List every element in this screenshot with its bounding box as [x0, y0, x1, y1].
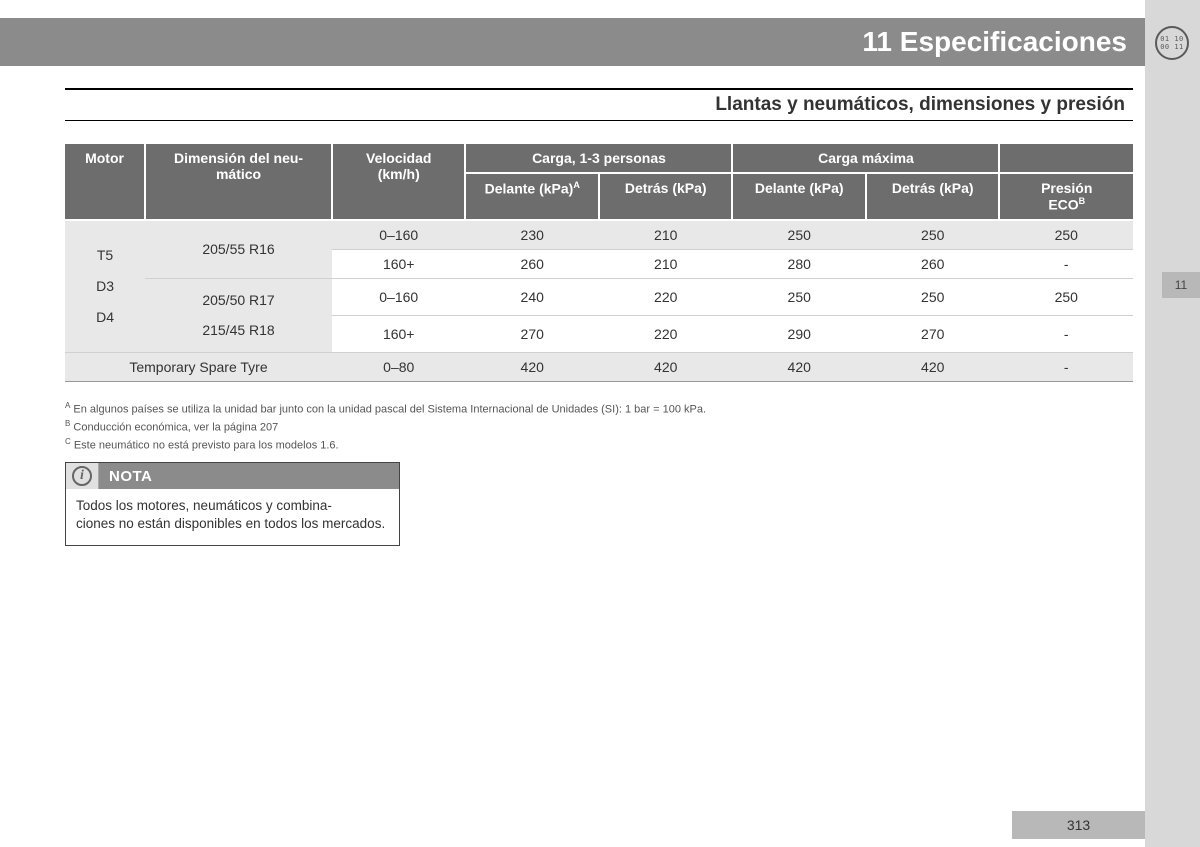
motor-d4: D4 [69, 302, 141, 333]
th-velocidad: Velocidad (km/h) [332, 144, 466, 220]
chapter-header-bar: 11 Especificaciones [0, 18, 1145, 66]
footnotes: A En algunos países se utiliza la unidad… [65, 400, 1133, 454]
section-subtitle: Llantas y neumáticos, dimensiones y pres… [65, 88, 1133, 121]
cell: 280 [732, 249, 866, 278]
chapter-title: 11 Especificaciones [862, 26, 1127, 58]
motor-t5: T5 [69, 240, 141, 271]
th-cargamax: Carga máxima [732, 144, 999, 173]
th-presion-eco: Presión ECOB [999, 173, 1133, 220]
footnote-a: A En algunos países se utiliza la unidad… [65, 400, 1133, 418]
page-number-bar: 313 [1012, 811, 1145, 839]
right-margin-strip [1145, 0, 1200, 847]
footnote-c: C Este neumático no está previsto para l… [65, 436, 1133, 454]
cell: - [999, 249, 1133, 278]
th-motor: Motor [65, 144, 145, 220]
cell-vel: 0–160 [332, 278, 466, 315]
th-delante2: Delante (kPa) [732, 173, 866, 220]
th-blank [999, 144, 1133, 173]
table-row: 205/50 R17 215/45 R18 0–160 240 220 250 … [65, 278, 1133, 315]
binary-badge-icon: 01 10 00 11 [1155, 26, 1189, 60]
dim-3: 215/45 R18 [149, 315, 328, 346]
cell: 420 [866, 353, 1000, 382]
cell: 270 [465, 315, 599, 352]
cell: 250 [999, 220, 1133, 250]
th-detras2: Detrás (kPa) [866, 173, 1000, 220]
cell-vel: 0–80 [332, 353, 466, 382]
cell: 260 [866, 249, 1000, 278]
th-delante-a: Delante (kPa)A [465, 173, 599, 220]
side-chapter-tab: 11 [1162, 272, 1200, 298]
nota-header: i NOTA [66, 463, 399, 489]
th-carga13: Carga, 1-3 personas [465, 144, 732, 173]
info-icon-circle: i [72, 466, 92, 486]
cell: 250 [866, 278, 1000, 315]
tire-pressure-table: Motor Dimensión del neu- mático Velocida… [65, 144, 1133, 382]
cell-vel: 0–160 [332, 220, 466, 250]
cell: 230 [465, 220, 599, 250]
cell: - [999, 353, 1133, 382]
cell-vel: 160+ [332, 249, 466, 278]
th-dimension: Dimensión del neu- mático [145, 144, 332, 220]
binary-row-1: 01 10 [1160, 35, 1184, 43]
cell: 420 [599, 353, 733, 382]
cell: 250 [732, 278, 866, 315]
nota-callout: i NOTA Todos los motores, neumáticos y c… [65, 462, 400, 546]
cell: 290 [732, 315, 866, 352]
motor-cell: T5 D3 D4 [65, 220, 145, 353]
cell: 250 [999, 278, 1133, 315]
cell: 210 [599, 220, 733, 250]
cell: 210 [599, 249, 733, 278]
subtitle-text: Llantas y neumáticos, dimensiones y pres… [715, 94, 1125, 115]
table-row: T5 D3 D4 205/55 R16 0–160 230 210 250 25… [65, 220, 1133, 250]
cell: 420 [732, 353, 866, 382]
footnote-b: B Conducción económica, ver la página 20… [65, 418, 1133, 436]
dim-2: 205/50 R17 [149, 285, 328, 316]
nota-body: Todos los motores, neumáticos y combina-… [66, 489, 399, 545]
th-detras: Detrás (kPa) [599, 173, 733, 220]
cell: 420 [465, 353, 599, 382]
cell: 220 [599, 278, 733, 315]
table-row-spare: Temporary Spare Tyre 0–80 420 420 420 42… [65, 353, 1133, 382]
page-number: 313 [1067, 817, 1090, 833]
side-tab-number: 11 [1175, 278, 1187, 292]
dim-cell-1: 205/55 R16 [145, 220, 332, 279]
cell-vel: 160+ [332, 315, 466, 352]
nota-title: NOTA [99, 463, 399, 489]
cell: 270 [866, 315, 1000, 352]
cell: 240 [465, 278, 599, 315]
spare-label: Temporary Spare Tyre [65, 353, 332, 382]
cell: - [999, 315, 1133, 352]
info-icon: i [66, 463, 99, 489]
cell: 250 [732, 220, 866, 250]
cell: 260 [465, 249, 599, 278]
motor-d3: D3 [69, 271, 141, 302]
binary-row-2: 00 11 [1160, 43, 1184, 51]
cell: 220 [599, 315, 733, 352]
cell: 250 [866, 220, 1000, 250]
dim-cell-2: 205/50 R17 215/45 R18 [145, 278, 332, 353]
